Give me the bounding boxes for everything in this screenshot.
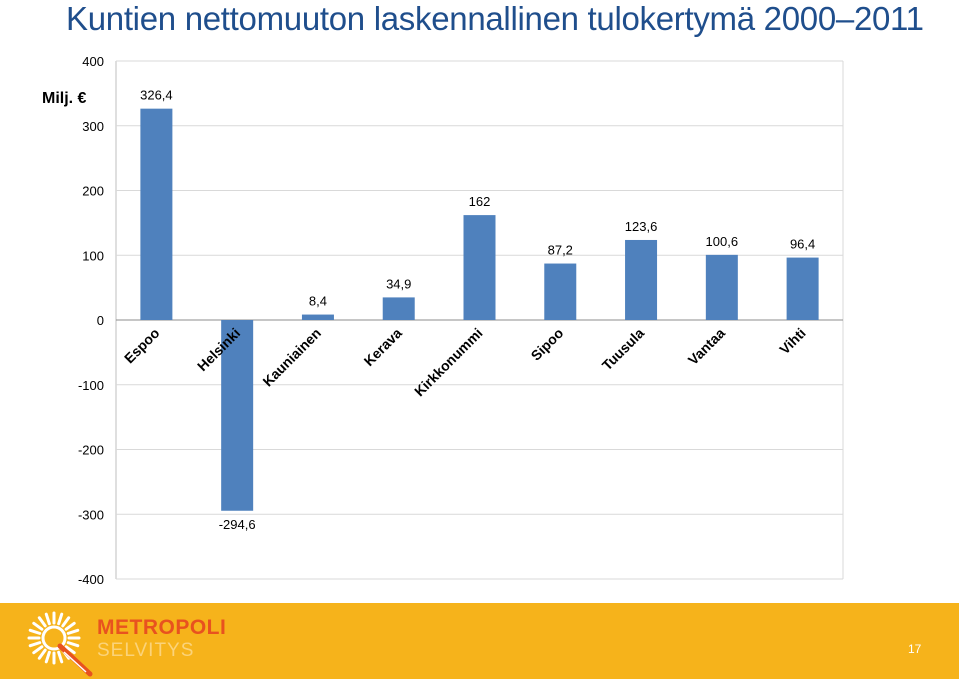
bar-kerava [382,297,415,320]
page-title: Kuntien nettomuuton laskennallinen tulok… [66,0,924,37]
y-tick-label: -200 [78,443,104,458]
category-label: Kauniainen [259,325,324,390]
category-label: Kirkkonummi [411,325,486,400]
category-label: Tuusula [599,325,648,374]
y-tick-label: 400 [82,54,104,69]
sun-q-icon [27,611,93,677]
value-label: 34,9 [386,276,411,291]
footer-bar: METROPOLI SELVITYS 17 [0,603,959,679]
y-axis-ticks: 400 300 200 100 0 -100 -200 -300 -400 [78,54,104,587]
bar-espoo [140,108,173,320]
category-label: Sipoo [528,325,567,364]
bar-tuusula [625,239,658,320]
y-tick-label: 100 [82,248,104,263]
value-label: 8,4 [309,294,327,309]
page-number: 17 [908,642,922,656]
value-label: 123,6 [625,219,658,234]
unit-label: Milj. € [42,90,87,107]
y-tick-label: -400 [78,572,104,587]
brand-name: METROPOLI [97,616,227,639]
y-tick-label: 200 [82,184,104,199]
category-label: Kerava [361,325,405,369]
value-label: 96,4 [790,237,815,252]
y-tick-label: -100 [78,378,104,393]
bar-sipoo [544,263,577,320]
bar-helsinki [221,320,254,511]
category-label: Vantaa [685,325,728,368]
bar-chart: 400 300 200 100 0 -100 -200 -300 -400 326,4 -294,… [78,54,844,587]
bar-vihti [786,257,819,320]
y-tick-label: 300 [82,119,104,134]
value-label: 100,6 [706,234,739,249]
bar-vantaa [705,254,738,320]
bar-kauniainen [301,314,334,320]
value-label: 87,2 [548,243,573,258]
value-label: -294,6 [219,517,256,532]
y-tick-label: -300 [78,507,104,522]
category-label: Espoo [121,325,163,367]
category-label: Vihti [776,325,809,358]
value-label: 326,4 [140,88,173,103]
bars [140,108,819,511]
y-tick-label: 0 [97,313,104,328]
value-labels: 326,4 -294,6 8,4 34,9 162 87,2 123,6 100,6 96,4 [140,88,815,532]
value-label: 162 [469,194,491,209]
bar-kirkkonummi [463,215,496,320]
brand-subtitle: SELVITYS [97,640,195,661]
